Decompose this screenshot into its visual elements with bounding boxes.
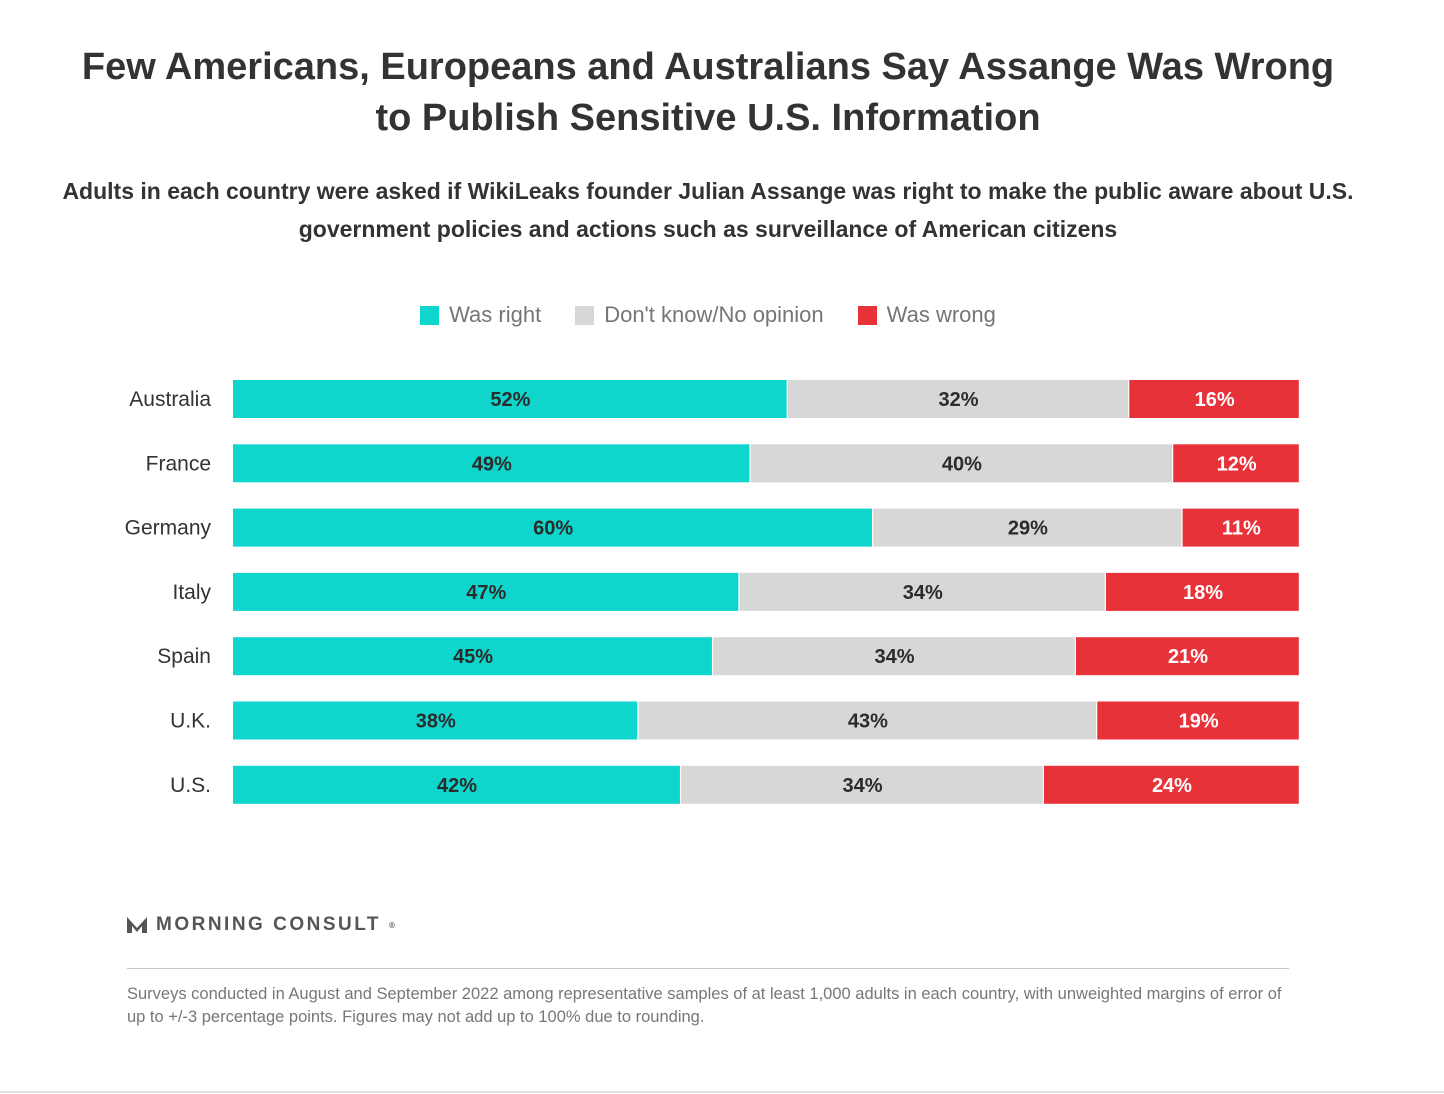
legend-swatch-was-right: [420, 305, 440, 325]
data-label-germany-dontknow: 29%: [1008, 518, 1048, 540]
bar-spain-dontknow: [713, 637, 1075, 676]
bar-u-s-dontknow: [681, 765, 1043, 804]
brand-name: MORNING CONSULT: [156, 914, 382, 935]
category-label-u-s: U.S.: [170, 774, 211, 797]
bar-germany-right: [233, 508, 872, 547]
bar-france-right: [233, 444, 750, 483]
data-label-spain-dontknow: 34%: [875, 646, 915, 668]
chart-subtitle: Adults in each country were asked if Wik…: [62, 178, 1354, 242]
data-label-spain-wrong: 21%: [1168, 646, 1208, 668]
data-label-u-s-dontknow: 34%: [843, 775, 883, 797]
legend-item-dont-know: Don't know/No opinion: [575, 302, 824, 328]
bar-germany-dontknow: [873, 508, 1182, 547]
category-label-germany: Germany: [125, 517, 212, 540]
bar-italy-right: [233, 572, 739, 611]
bar-france-wrong: [1173, 444, 1299, 483]
bar-spain-right: [233, 637, 712, 676]
legend-label-was-right: Was right: [449, 302, 542, 327]
bar-france-dontknow: [750, 444, 1173, 483]
bar-italy-wrong: [1106, 572, 1299, 611]
brand-logo: MORNING CONSULT ®: [126, 914, 395, 936]
legend-label-was-wrong: Was wrong: [886, 302, 996, 327]
footer-divider: [127, 968, 1289, 969]
category-label-australia: Australia: [129, 388, 211, 411]
stacked-bar-chart: Australia 52% 32% 16% France 49% 40% 12% Germany…: [125, 380, 1299, 804]
data-label-italy-wrong: 18%: [1183, 582, 1223, 604]
data-label-australia-dontknow: 32%: [939, 389, 979, 411]
data-label-u-k-right: 38%: [416, 711, 456, 733]
data-label-france-dontknow: 40%: [942, 453, 982, 475]
footnote: Surveys conducted in August and Septembe…: [127, 985, 1282, 1026]
data-label-germany-right: 60%: [533, 518, 573, 540]
legend-item-was-right: Was right: [420, 302, 541, 328]
chart-title: Few Americans, Europeans and Australians…: [81, 46, 1335, 139]
bar-germany-wrong: [1182, 508, 1299, 547]
data-label-germany-wrong: 11%: [1222, 518, 1261, 540]
bar-australia-dontknow: [787, 380, 1129, 418]
data-label-u-k-wrong: 19%: [1179, 711, 1219, 733]
bar-u-k-wrong: [1097, 701, 1299, 740]
data-label-france-wrong: 12%: [1217, 453, 1257, 475]
data-label-u-k-dontknow: 43%: [848, 711, 888, 733]
bar-australia-right: [233, 380, 787, 418]
data-label-france-right: 49%: [472, 453, 512, 475]
data-label-australia-right: 52%: [490, 389, 530, 411]
category-label-u-k: U.K.: [170, 710, 211, 733]
bar-u-k-dontknow: [638, 701, 1097, 740]
data-label-italy-dontknow: 34%: [903, 582, 943, 604]
bar-spain-wrong: [1075, 637, 1299, 676]
bar-italy-dontknow: [739, 572, 1105, 611]
legend-swatch-was-wrong: [857, 305, 877, 325]
data-label-u-s-right: 42%: [437, 775, 477, 797]
category-label-france: France: [146, 452, 211, 475]
data-label-u-s-wrong: 24%: [1152, 775, 1192, 797]
legend: Was right Don't know/No opinion Was wron…: [0, 300, 1416, 330]
bar-u-s-wrong: [1043, 765, 1299, 804]
bar-u-k-right: [233, 701, 638, 740]
data-label-australia-wrong: 16%: [1195, 389, 1235, 411]
category-label-spain: Spain: [157, 645, 211, 668]
brand-trademark: ®: [389, 920, 395, 930]
data-label-spain-right: 45%: [453, 646, 493, 668]
bar-australia-wrong: [1129, 380, 1299, 418]
legend-item-was-wrong: Was wrong: [857, 302, 996, 328]
morning-consult-logo-icon: [127, 917, 147, 933]
category-label-italy: Italy: [172, 581, 211, 604]
bottom-rule: [0, 1091, 1444, 1093]
bar-u-s-right: [233, 765, 680, 804]
legend-label-dont-know: Don't know/No opinion: [604, 302, 824, 327]
data-label-italy-right: 47%: [466, 582, 506, 604]
legend-swatch-dont-know: [575, 305, 595, 325]
